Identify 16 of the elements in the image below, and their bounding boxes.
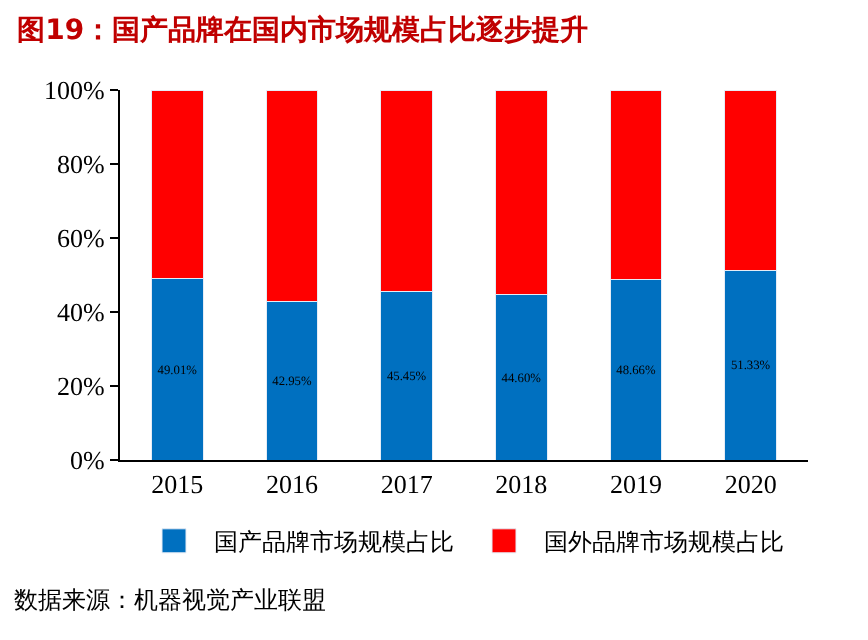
x-tick-label: 2019 (610, 469, 662, 500)
source-note: 数据来源：机器视觉产业联盟 (14, 586, 326, 614)
y-tick-label: 100% (44, 75, 106, 106)
y-tick-label: 20% (57, 371, 106, 402)
y-tick-label: 40% (57, 297, 106, 328)
chart-title: 图19：国产品牌在国内市场规模占比逐步提升 (17, 12, 589, 47)
legend-label: 国产品牌市场规模占比 (214, 528, 454, 557)
x-tick-label: 2016 (266, 469, 319, 500)
y-tick-label: 60% (57, 223, 106, 254)
legend-label: 国外品牌市场规模占比 (544, 528, 784, 557)
x-tick-label: 2020 (724, 469, 777, 500)
x-tick-label: 2017 (380, 469, 434, 500)
x-tick-label: 2018 (495, 469, 548, 500)
x-tick-label: 2015 (151, 469, 204, 500)
y-tick-label: 0% (70, 445, 106, 476)
y-tick-label: 80% (57, 149, 106, 180)
